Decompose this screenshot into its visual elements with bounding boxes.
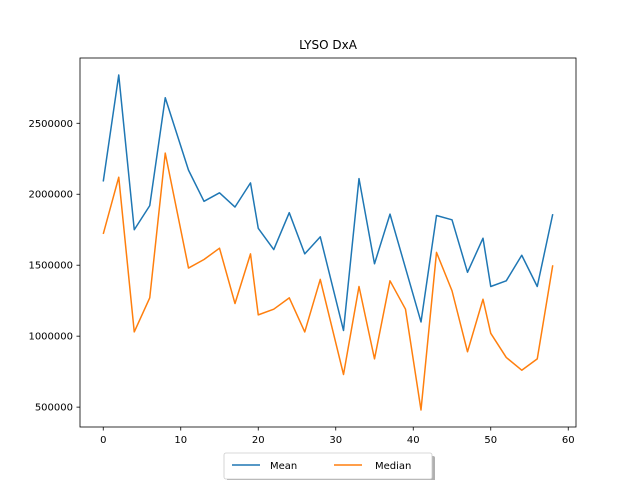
x-tick-label: 50 <box>484 435 497 446</box>
legend-label-mean: Mean <box>270 461 297 472</box>
x-tick-label: 40 <box>407 435 420 446</box>
legend: Mean Median <box>223 452 435 480</box>
chart-title: LYSO DxA <box>299 38 358 52</box>
axis-ticks: 0 10 20 30 40 50 60 500000 1000000 1500000 2000000… <box>28 119 574 446</box>
x-tick-label: 10 <box>174 435 187 446</box>
y-tick-label: 1000000 <box>28 332 73 343</box>
plot-frame <box>79 57 577 428</box>
legend-label-median: Median <box>375 461 411 472</box>
x-tick-label: 20 <box>252 435 265 446</box>
x-tick-label: 0 <box>100 435 106 446</box>
legend-box <box>223 452 433 480</box>
series-line-mean <box>102 74 554 332</box>
y-tick-label: 500000 <box>35 403 73 414</box>
series-layer <box>102 74 554 411</box>
x-tick-label: 30 <box>329 435 342 446</box>
x-tick-label: 60 <box>562 435 575 446</box>
series-line-median <box>102 152 554 411</box>
y-tick-label: 2000000 <box>28 190 73 201</box>
y-tick-label: 2500000 <box>28 119 73 130</box>
y-tick-label: 1500000 <box>28 261 73 272</box>
